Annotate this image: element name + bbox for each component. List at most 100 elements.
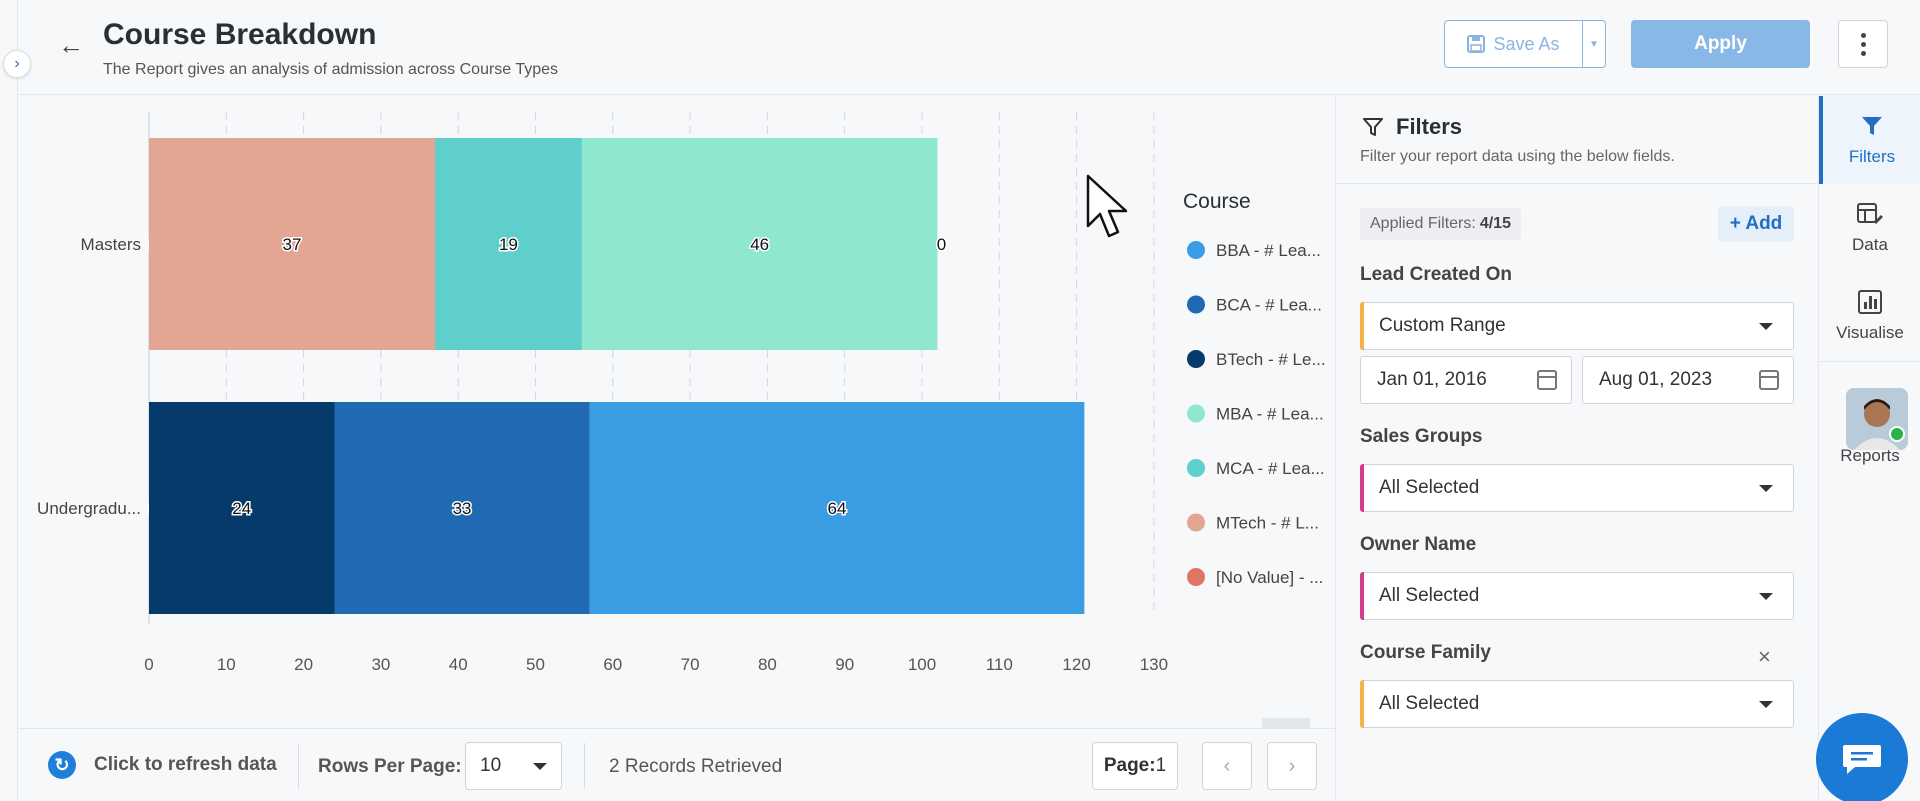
x-tick-label: 10 <box>217 655 236 674</box>
legend-swatch <box>1187 404 1205 423</box>
legend-swatch <box>1187 350 1205 368</box>
rows-per-page-select[interactable]: 10 <box>465 742 562 790</box>
x-tick-label: 120 <box>1062 655 1090 674</box>
bar-chart-icon <box>1857 289 1883 315</box>
more-options-kebab-icon[interactable] <box>1838 20 1888 68</box>
rows-per-page-value: 10 <box>480 755 502 776</box>
bar-segment <box>149 138 436 350</box>
legend-item: BBA - # Lea... <box>1216 241 1321 260</box>
data-label: 46 <box>750 235 769 254</box>
course-family-select[interactable]: All Selected <box>1360 680 1794 728</box>
date-from-value: Jan 01, 2016 <box>1377 369 1487 390</box>
owner-name-value: All Selected <box>1379 585 1480 606</box>
filters-subtitle: Filter your report data using the below … <box>1360 148 1675 165</box>
x-tick-label: 50 <box>526 655 545 674</box>
x-tick-label: 100 <box>908 655 936 674</box>
legend-item: [No Value] - ... <box>1216 568 1323 587</box>
legend-swatch <box>1187 241 1205 259</box>
x-tick-label: 130 <box>1140 655 1168 674</box>
data-label: 0 <box>937 235 946 254</box>
sales-groups-label: Sales Groups <box>1360 426 1483 447</box>
x-tick-label: 60 <box>603 655 622 674</box>
chat-bubble-icon[interactable] <box>1816 713 1908 801</box>
tab-data-label: Data <box>1852 235 1888 254</box>
category-label: Undergradu... <box>37 499 141 518</box>
legend-item: MTech - # L... <box>1216 514 1319 533</box>
calendar-icon[interactable] <box>1759 370 1779 390</box>
applied-filters-count: 4/15 <box>1479 215 1511 232</box>
filter-accent-bar <box>1360 680 1364 728</box>
data-label: 24 <box>232 499 251 518</box>
owner-name-select[interactable]: All Selected <box>1360 572 1794 620</box>
x-tick-label: 80 <box>758 655 777 674</box>
rows-per-page-label: Rows Per Page: <box>318 756 462 777</box>
x-tick-label: 110 <box>986 655 1013 674</box>
report-footer: ↻ Click to refresh data Rows Per Page: 1… <box>18 728 1335 801</box>
course-family-label: Course Family <box>1360 642 1491 663</box>
tab-data[interactable]: Data <box>1819 184 1920 272</box>
save-disk-icon <box>1467 35 1486 53</box>
divider <box>1819 361 1920 362</box>
legend-item: BTech - # Le... <box>1216 350 1326 369</box>
bar-segment <box>149 402 335 614</box>
filters-panel: Filters Filter your report data using th… <box>1335 96 1819 801</box>
lead-created-on-value: Custom Range <box>1379 315 1506 336</box>
back-arrow-icon[interactable]: ← <box>58 29 84 60</box>
save-as-dropdown-caret-icon[interactable]: ▼ <box>1589 38 1599 50</box>
chevron-down-icon <box>1759 700 1773 708</box>
legend-swatch <box>1187 513 1205 532</box>
filters-title: Filters <box>1362 114 1462 140</box>
divider <box>584 743 585 789</box>
legend-swatch <box>1187 568 1205 586</box>
applied-filters-badge: Applied Filters: 4/15 <box>1360 208 1521 240</box>
x-tick-label: 90 <box>835 655 854 674</box>
bar-segment <box>589 402 1085 614</box>
remove-filter-close-icon[interactable]: × <box>1758 644 1771 669</box>
legend-title: Course <box>1183 190 1251 213</box>
date-to-value: Aug 01, 2023 <box>1599 369 1713 390</box>
x-tick-label: 0 <box>144 655 153 674</box>
lead-created-on-select[interactable]: Custom Range <box>1360 302 1794 350</box>
legend-item: BCA - # Lea... <box>1216 296 1322 315</box>
stacked-bar-chart: 010203040506070809010011012013003719460M… <box>37 112 1326 728</box>
sales-groups-select[interactable]: All Selected <box>1360 464 1794 512</box>
save-as-button[interactable]: Save As <box>1445 21 1583 67</box>
tab-filters[interactable]: Filters <box>1819 96 1920 184</box>
page-label: Page: <box>1103 755 1156 776</box>
date-to-field[interactable]: Aug 01, 2023 <box>1582 356 1794 404</box>
funnel-icon <box>1859 113 1885 139</box>
refresh-icon[interactable]: ↻ <box>48 751 76 779</box>
funnel-icon <box>1363 118 1383 136</box>
data-label: 37 <box>283 235 302 254</box>
sales-groups-value: All Selected <box>1379 477 1480 498</box>
filter-accent-bar <box>1360 572 1364 620</box>
add-filter-button[interactable]: + Add <box>1718 206 1794 242</box>
filter-accent-bar <box>1360 302 1364 350</box>
date-from-field[interactable]: Jan 01, 2016 <box>1360 356 1572 404</box>
calendar-icon[interactable] <box>1537 370 1557 390</box>
tab-visualise[interactable]: Visualise <box>1819 272 1920 360</box>
chart-area: 010203040506070809010011012013003719460M… <box>18 96 1335 728</box>
data-label: 64 <box>828 499 847 518</box>
course-family-value: All Selected <box>1379 693 1480 714</box>
category-label: Masters <box>81 235 141 254</box>
legend-item: MBA - # Lea... <box>1216 405 1324 424</box>
left-strip <box>0 0 18 801</box>
legend-swatch <box>1187 459 1205 477</box>
page-title: Course Breakdown <box>103 18 377 51</box>
expand-sidebar-chevron-icon[interactable]: › <box>3 50 31 78</box>
page-subtitle: The Report gives an analysis of admissio… <box>103 61 559 78</box>
page-header: ← Course Breakdown The Report gives an a… <box>18 0 1920 95</box>
previous-page-chevron-icon[interactable]: ‹ <box>1202 742 1252 790</box>
x-tick-label: 40 <box>449 655 468 674</box>
chevron-down-icon <box>1759 484 1773 492</box>
page-number: 1 <box>1155 755 1167 776</box>
x-tick-label: 20 <box>294 655 313 674</box>
next-page-chevron-icon[interactable]: › <box>1267 742 1317 790</box>
legend-item: MCA - # Lea... <box>1216 459 1325 478</box>
owner-name-label: Owner Name <box>1360 534 1477 555</box>
chevron-down-icon <box>1759 592 1773 600</box>
apply-button[interactable]: Apply <box>1631 20 1810 68</box>
refresh-data-link[interactable]: Click to refresh data <box>94 754 277 775</box>
x-tick-label: 30 <box>371 655 390 674</box>
